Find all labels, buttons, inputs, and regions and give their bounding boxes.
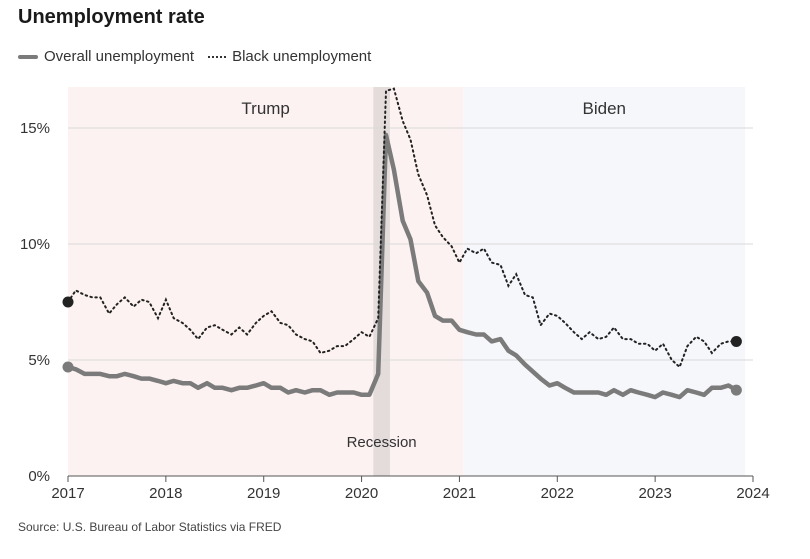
x-tick-label: 2018	[149, 485, 182, 502]
series-line-black	[67, 87, 738, 369]
y-tick-label: 5%	[28, 352, 50, 369]
region-label-trump: Trump	[241, 99, 290, 118]
x-tick-label: 2023	[638, 485, 671, 502]
x-tick-label: 2021	[443, 485, 476, 502]
legend-item-black: Black unemployment	[208, 48, 371, 65]
legend-swatch-solid	[18, 54, 38, 59]
y-tick-label: 15%	[20, 120, 50, 137]
x-tick-label: 2019	[247, 485, 280, 502]
recession-label: Recession	[347, 434, 417, 451]
series-start-point-black	[62, 296, 74, 308]
x-tick-label: 2022	[541, 485, 574, 502]
legend-swatch-dotted	[208, 55, 227, 58]
region-label-biden: Biden	[583, 99, 626, 118]
region-trump	[68, 87, 464, 476]
series-end-point-black	[730, 335, 742, 347]
legend-item-overall: Overall unemployment	[18, 48, 194, 65]
series-end-point-overall	[730, 384, 742, 396]
source-note: Source: U.S. Bureau of Labor Statistics …	[18, 520, 282, 534]
y-tick-label: 10%	[20, 236, 50, 253]
legend: Overall unemployment Black unemployment	[18, 48, 385, 65]
series-start-point-overall	[62, 361, 74, 373]
y-tick-label: 0%	[28, 468, 50, 485]
legend-label-overall: Overall unemployment	[44, 48, 195, 65]
chart-title: Unemployment rate	[18, 6, 205, 28]
region-biden	[463, 87, 746, 476]
series-line-overall	[65, 132, 739, 400]
x-tick-label: 2017	[51, 485, 84, 502]
legend-label-black: Black unemployment	[232, 48, 372, 65]
x-tick-label: 2024	[736, 485, 769, 502]
x-tick-label: 2020	[345, 485, 378, 502]
